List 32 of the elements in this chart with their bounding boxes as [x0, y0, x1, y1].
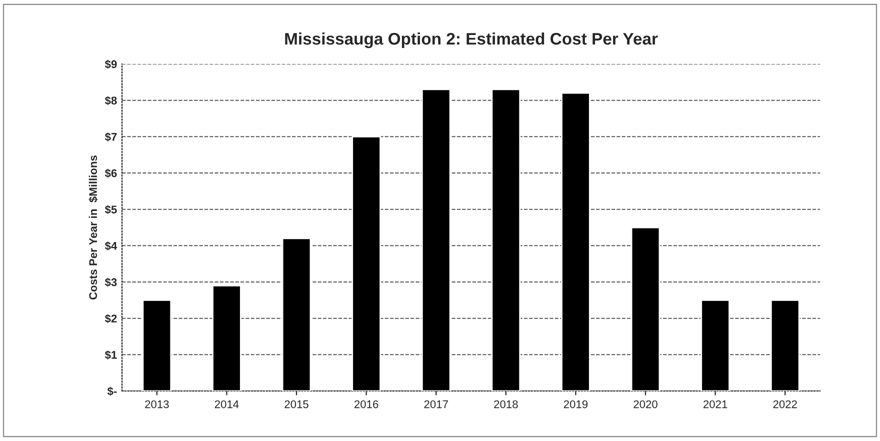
bar: [561, 92, 590, 391]
y-tick-label: $4: [104, 241, 118, 251]
bar: [421, 88, 451, 391]
y-tick-label: $-: [107, 386, 117, 396]
x-tick-label: 2014: [214, 400, 239, 408]
x-tick-label: 2021: [704, 400, 728, 408]
x-tick-label: 2022: [773, 400, 797, 408]
y-tick-label: $3: [104, 278, 117, 287]
x-tick-label: 2020: [634, 400, 658, 408]
bar: [700, 299, 730, 391]
bar: [212, 284, 242, 391]
y-tick-label: $1: [104, 350, 117, 360]
bar: [491, 88, 521, 391]
y-axis-title: Costs Per Year in $Millions: [88, 155, 98, 300]
y-tick-label: $5: [104, 205, 117, 214]
bar: [282, 238, 312, 391]
x-tick-label: 2016: [354, 400, 378, 408]
x-tick-label: 2017: [424, 400, 448, 408]
bar: [352, 136, 381, 391]
x-tick-label: 2019: [564, 400, 588, 408]
chart-title: Mississauga Option 2: Estimated Cost Per Year: [285, 32, 658, 48]
y-tick-label: $8: [104, 96, 117, 106]
y-tick-label: $2: [104, 314, 117, 324]
x-tick-label: 2015: [284, 400, 308, 408]
bar: [770, 299, 800, 391]
bar: [142, 299, 172, 391]
x-tick-label: 2013: [145, 400, 169, 408]
bar: [630, 226, 660, 391]
x-tick-label: 2018: [494, 400, 518, 408]
y-tick-label: $7: [104, 132, 117, 142]
y-tick-label: $9: [104, 60, 117, 69]
y-tick-label: $6: [104, 168, 117, 178]
